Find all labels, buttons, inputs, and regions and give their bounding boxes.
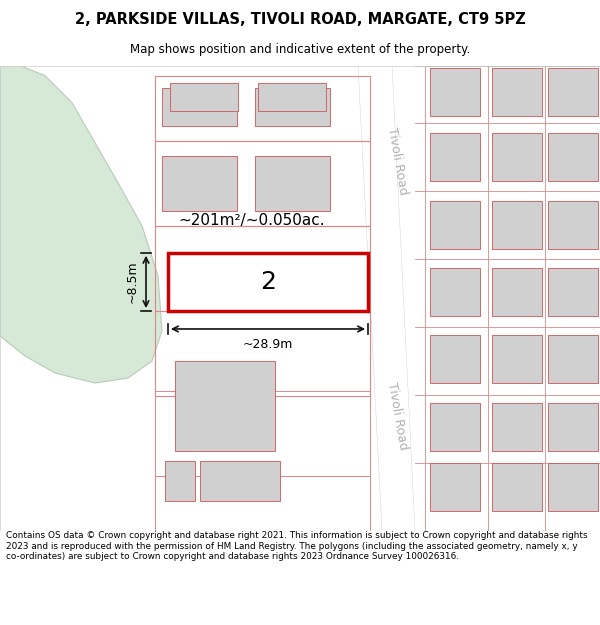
Bar — [155, 311, 370, 396]
Bar — [200, 461, 280, 501]
Bar — [155, 226, 370, 311]
Bar — [155, 141, 370, 226]
Bar — [162, 88, 237, 126]
Bar — [548, 463, 598, 511]
Bar — [430, 463, 480, 511]
Text: Contains OS data © Crown copyright and database right 2021. This information is : Contains OS data © Crown copyright and d… — [6, 531, 587, 561]
Bar — [548, 335, 598, 383]
Text: Tivoli Road: Tivoli Road — [385, 381, 409, 451]
Bar — [430, 132, 480, 181]
Bar — [175, 361, 275, 451]
Bar — [548, 268, 598, 316]
Bar — [492, 132, 542, 181]
Bar — [255, 88, 330, 126]
Bar — [492, 268, 542, 316]
Bar — [258, 82, 326, 111]
Bar — [162, 156, 237, 211]
Bar — [155, 476, 370, 531]
Bar — [548, 201, 598, 249]
Bar — [165, 461, 195, 501]
Bar — [268, 261, 330, 299]
Bar — [548, 403, 598, 451]
Bar — [492, 335, 542, 383]
Text: Map shows position and indicative extent of the property.: Map shows position and indicative extent… — [130, 42, 470, 56]
Bar — [430, 268, 480, 316]
Bar — [430, 335, 480, 383]
Bar — [492, 201, 542, 249]
Bar — [492, 463, 542, 511]
Bar — [548, 68, 598, 116]
Bar — [548, 132, 598, 181]
Bar — [430, 68, 480, 116]
Bar — [155, 391, 370, 476]
Bar — [430, 403, 480, 451]
Polygon shape — [358, 66, 415, 531]
Bar — [168, 253, 368, 311]
Text: 2: 2 — [260, 270, 276, 294]
Bar — [492, 403, 542, 451]
Bar — [430, 201, 480, 249]
Text: Tivoli Road: Tivoli Road — [385, 126, 409, 196]
Polygon shape — [0, 66, 162, 383]
Text: ~201m²/~0.050ac.: ~201m²/~0.050ac. — [178, 213, 325, 228]
Bar — [170, 82, 238, 111]
Bar — [155, 76, 370, 141]
Bar — [492, 68, 542, 116]
Text: ~28.9m: ~28.9m — [243, 338, 293, 351]
Bar — [255, 156, 330, 211]
Text: ~8.5m: ~8.5m — [126, 261, 139, 303]
Text: 2, PARKSIDE VILLAS, TIVOLI ROAD, MARGATE, CT9 5PZ: 2, PARKSIDE VILLAS, TIVOLI ROAD, MARGATE… — [74, 12, 526, 27]
Bar — [185, 261, 247, 299]
